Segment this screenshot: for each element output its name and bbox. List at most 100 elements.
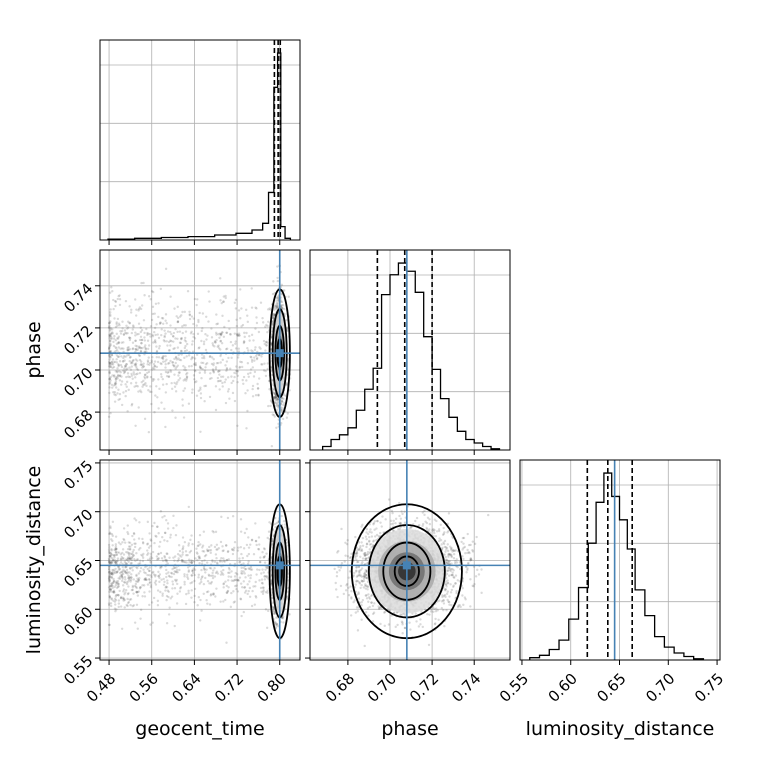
scatter-point: [167, 571, 170, 574]
scatter-point: [237, 347, 240, 350]
scatter-point: [178, 377, 182, 380]
scatter-point: [138, 577, 141, 580]
scatter-point: [156, 396, 159, 399]
scatter-point: [268, 388, 271, 391]
scatter-point: [133, 542, 136, 545]
scatter-point: [132, 359, 135, 362]
scatter-point: [204, 363, 208, 366]
scatter-point: [164, 558, 168, 562]
scatter-point: [138, 562, 142, 565]
scatter-point: [181, 536, 185, 539]
scatter-point: [126, 571, 129, 574]
scatter-point: [200, 580, 203, 584]
scatter-point: [183, 349, 187, 353]
scatter-point: [116, 582, 120, 585]
scatter-point: [156, 333, 159, 336]
scatter-point: [110, 572, 114, 575]
scatter-point: [109, 573, 112, 576]
scatter-point: [152, 570, 155, 574]
scatter-point: [164, 585, 168, 588]
scatter-point: [202, 340, 206, 343]
scatter-point: [215, 333, 218, 336]
scatter-point: [239, 288, 242, 291]
scatter-point: [114, 377, 117, 381]
scatter-point: [216, 380, 220, 383]
scatter-point: [144, 381, 147, 385]
scatter-point: [153, 365, 156, 368]
scatter-point: [193, 337, 197, 340]
scatter-point: [124, 565, 127, 569]
scatter-point: [107, 571, 111, 574]
scatter-point: [133, 558, 136, 561]
scatter-point: [122, 360, 125, 363]
scatter-point: [127, 552, 130, 555]
scatter-point: [178, 371, 181, 374]
scatter-point: [116, 557, 120, 560]
scatter-point: [236, 549, 240, 552]
scatter-point: [174, 580, 178, 583]
scatter-point: [190, 574, 193, 577]
scatter-point: [253, 603, 257, 606]
scatter-point: [275, 426, 278, 430]
scatter-point: [114, 560, 118, 563]
scatter-point: [275, 396, 278, 399]
scatter-point: [166, 330, 170, 333]
scatter-point: [165, 622, 169, 625]
scatter-point: [107, 360, 111, 364]
scatter-point: [109, 525, 112, 528]
scatter-point: [210, 362, 214, 366]
scatter-point: [158, 545, 161, 548]
scatter-point: [266, 609, 270, 613]
scatter-point: [169, 295, 172, 298]
scatter-point: [208, 300, 211, 303]
scatter-point: [175, 566, 178, 569]
scatter-point: [132, 531, 136, 535]
scatter-point: [219, 339, 223, 343]
scatter-point: [281, 417, 285, 421]
scatter-point: [130, 566, 134, 569]
scatter-point: [108, 377, 112, 381]
scatter-point: [253, 359, 256, 362]
scatter-point: [272, 609, 276, 613]
scatter-point: [217, 547, 221, 550]
scatter-point: [154, 341, 157, 344]
scatter-point: [117, 346, 120, 349]
scatter-point: [274, 304, 277, 307]
scatter-point: [263, 555, 267, 558]
scatter-point: [151, 333, 154, 337]
scatter-point: [215, 313, 218, 316]
scatter-point: [126, 604, 129, 608]
scatter-point: [113, 360, 117, 364]
scatter-point: [182, 364, 185, 368]
scatter-point: [134, 580, 138, 583]
scatter-point: [195, 324, 198, 327]
scatter-point: [248, 580, 251, 583]
scatter-point: [109, 572, 112, 575]
scatter-point: [244, 567, 247, 571]
scatter-point: [157, 552, 160, 556]
scatter-point: [157, 552, 160, 556]
scatter-point: [149, 584, 153, 587]
scatter-point: [281, 397, 284, 400]
scatter-point: [129, 311, 133, 314]
scatter-point: [204, 348, 208, 352]
scatter-point: [247, 375, 250, 379]
scatter-point: [109, 326, 112, 330]
scatter-point: [175, 382, 178, 386]
scatter-point: [149, 544, 152, 548]
scatter-point: [211, 344, 215, 347]
scatter-point: [118, 577, 122, 580]
scatter-point: [165, 560, 168, 563]
scatter-point: [236, 356, 240, 359]
scatter-point: [233, 575, 237, 578]
scatter-point: [123, 560, 127, 564]
scatter-point: [269, 308, 272, 311]
scatter-point: [177, 357, 180, 360]
scatter-point: [247, 574, 250, 577]
scatter-point: [275, 297, 279, 300]
scatter-point: [109, 356, 112, 359]
scatter-point: [236, 579, 240, 582]
scatter-point: [162, 322, 165, 326]
scatter-point: [240, 566, 243, 570]
scatter-point: [275, 622, 279, 626]
